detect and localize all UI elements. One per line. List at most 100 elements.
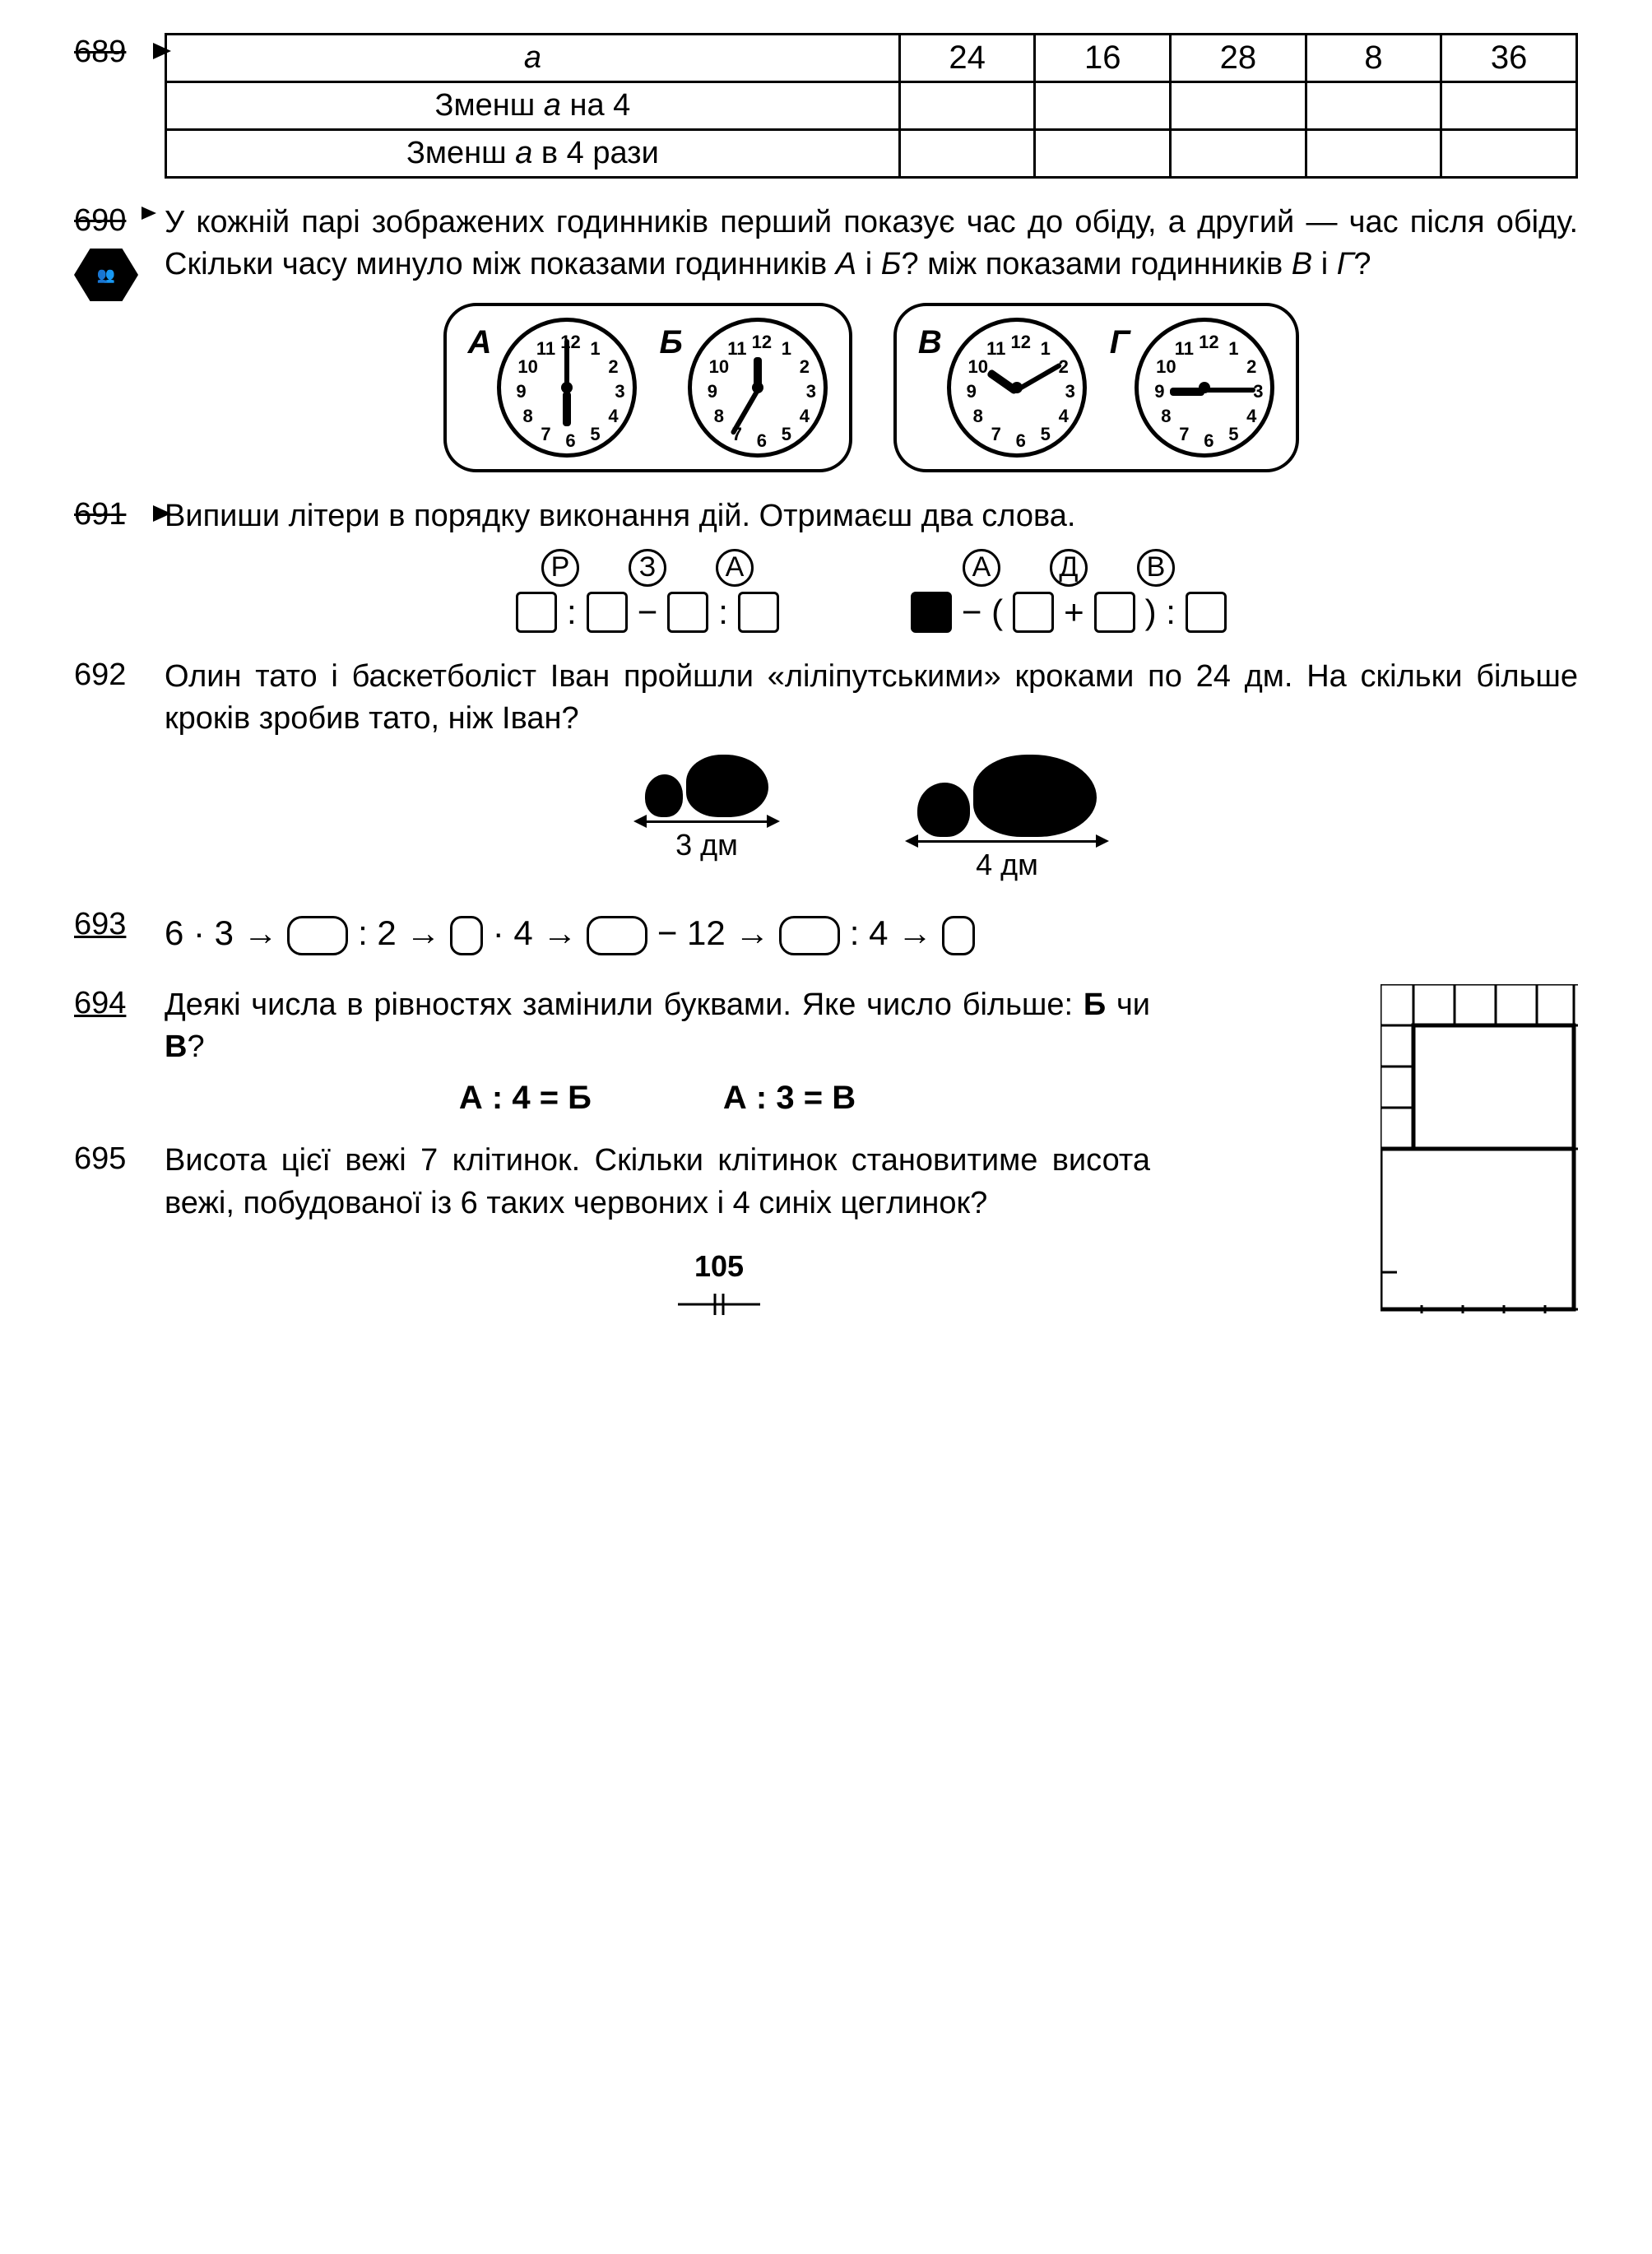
foot-small: 3 дм (637, 755, 777, 882)
feet-row: 3 дм 4 дм (165, 755, 1578, 882)
result-box (450, 916, 483, 955)
cell-empty (1035, 82, 1171, 130)
exercise-body: 6 · 3 → : 2 → · 4 → − 12 → : 4 → (165, 905, 1578, 960)
arrow-icon: → (735, 913, 779, 952)
clock-v: 121234567891011 (947, 318, 1087, 458)
exercise-693: 693 6 · 3 → : 2 → · 4 → − 12 → : 4 → (74, 905, 1578, 960)
exercise-694: 694 Деякі числа в рівностях замінили бук… (74, 984, 1364, 1118)
exercise-body: Олин тато і баскетболіст Іван пройшли «л… (165, 656, 1578, 883)
result-box (779, 916, 840, 955)
blank-box (1186, 592, 1227, 633)
exercise-body: a 24 16 28 8 36 Зменш a на 4 Зменш a в 4… (165, 33, 1578, 179)
cell-empty (1306, 130, 1441, 178)
letter-row: А Д В (963, 549, 1175, 587)
result-box (287, 916, 348, 955)
page-number: 105 (74, 1249, 1578, 1284)
exercise-text: У кожній парі зображених годинників перш… (165, 202, 1578, 286)
row-header-div: Зменш a в 4 рази (166, 130, 900, 178)
clock-pair-a: А 121234567891011 (468, 318, 637, 458)
exercise-695: 695 Висота цієї вежі 7 клітинок. Скільки… (74, 1140, 1364, 1225)
cell-empty (899, 82, 1035, 130)
foot-large: 4 дм (908, 755, 1106, 882)
exercise-body: Випиши літери в порядку виконання дій. О… (165, 495, 1578, 633)
exercise-number: 692 (74, 656, 165, 693)
exercise-number: 690 👥 (74, 202, 165, 303)
letter-row: Р З А (541, 549, 754, 587)
cell: 24 (899, 35, 1035, 82)
exercise-text: Деякі числа в рівностях замінили буквами… (165, 984, 1150, 1069)
arrow-icon: → (406, 913, 450, 952)
clock-pair-b: Б 121234567891011 (660, 318, 828, 458)
exercise-691: 691 Випиши літери в порядку виконання ді… (74, 495, 1578, 633)
blank-box (516, 592, 557, 633)
exercise-body: У кожній парі зображених годинників перш… (165, 202, 1578, 472)
table-row: Зменш a на 4 (166, 82, 1577, 130)
footprint-icon (917, 755, 1097, 837)
num-label: 692 (74, 658, 126, 692)
blank-box (738, 592, 779, 633)
clock-a: 121234567891011 (497, 318, 637, 458)
expression-line: − ( + ) : (911, 592, 1227, 633)
table-689: a 24 16 28 8 36 Зменш a на 4 Зменш a в 4… (165, 33, 1578, 179)
dimension-label: 4 дм (908, 840, 1106, 882)
num-label: 691 (74, 497, 126, 532)
arrow-icon: → (542, 913, 587, 952)
cell: 8 (1306, 35, 1441, 82)
arrow-icon: → (244, 913, 288, 952)
chain-part: : 2 (358, 913, 397, 952)
clock-label: В (918, 324, 942, 361)
clock-g: 121234567891011 (1135, 318, 1274, 458)
num-label: 695 (74, 1141, 126, 1176)
row-header-a: a (166, 35, 900, 82)
cell-empty (899, 130, 1035, 178)
exercise-body: Деякі числа в рівностях замінили буквами… (165, 984, 1364, 1118)
clock-label: Г (1110, 324, 1130, 361)
clock-b: 121234567891011 (688, 318, 828, 458)
footprint-icon (645, 755, 768, 817)
cell: 28 (1171, 35, 1306, 82)
chain-part: · 4 (493, 913, 533, 952)
group-icon: 👥 (74, 247, 138, 303)
num-label: 694 (74, 986, 126, 1020)
cell-empty (1306, 82, 1441, 130)
chain-part: 6 · 3 (165, 913, 234, 952)
cell-empty (1441, 130, 1577, 178)
dimension-label: 3 дм (637, 820, 777, 862)
clock-pair-v: В 121234567891011 (918, 318, 1087, 458)
chain-part: − 12 (657, 913, 726, 952)
tower-svg (1381, 984, 1578, 1313)
cell: 36 (1441, 35, 1577, 82)
exercise-number: 691 (74, 495, 165, 532)
exercise-number: 695 (74, 1140, 165, 1177)
expression-left: Р З А : − : (516, 549, 779, 633)
expression-line: : − : (516, 592, 779, 633)
letter-circle: З (629, 549, 666, 587)
exercise-text: Олин тато і баскетболіст Іван пройшли «л… (165, 656, 1578, 741)
footer-mark (74, 1292, 1364, 1317)
equation: А : 4 = Б (459, 1080, 592, 1117)
cell-empty (1441, 82, 1577, 130)
exercise-text: Висота цієї вежі 7 клітинок. Скільки клі… (165, 1140, 1150, 1225)
exercise-692: 692 Олин тато і баскетболіст Іван пройшл… (74, 656, 1578, 883)
row-header-minus: Зменш a на 4 (166, 82, 900, 130)
cell: 16 (1035, 35, 1171, 82)
blank-box (667, 592, 708, 633)
clock-label: А (468, 324, 492, 361)
bottom-block: 694 Деякі числа в рівностях замінили бук… (74, 984, 1578, 1225)
exercise-number: 694 (74, 984, 165, 1021)
result-box (587, 916, 647, 955)
num-label: 693 (74, 907, 126, 941)
exercise-number: 693 (74, 905, 165, 942)
blank-box (1013, 592, 1054, 633)
tower-figure (1381, 984, 1578, 1313)
exercise-text: Випиши літери в порядку виконання дій. О… (165, 495, 1578, 537)
clock-box-vg: В 121234567891011 Г 121234567891011 (893, 303, 1299, 472)
expressions: Р З А : − : А Д В − ( (165, 549, 1578, 633)
arrow-icon: → (898, 913, 942, 952)
blank-box (1094, 592, 1135, 633)
blank-box (587, 592, 628, 633)
equation: А : 3 = В (723, 1080, 856, 1117)
num-label: 689 (74, 35, 126, 69)
exercise-690: 690 👥 У кожній парі зображених годинникі… (74, 202, 1578, 472)
equations: А : 4 = Б А : 3 = В (165, 1080, 1150, 1117)
